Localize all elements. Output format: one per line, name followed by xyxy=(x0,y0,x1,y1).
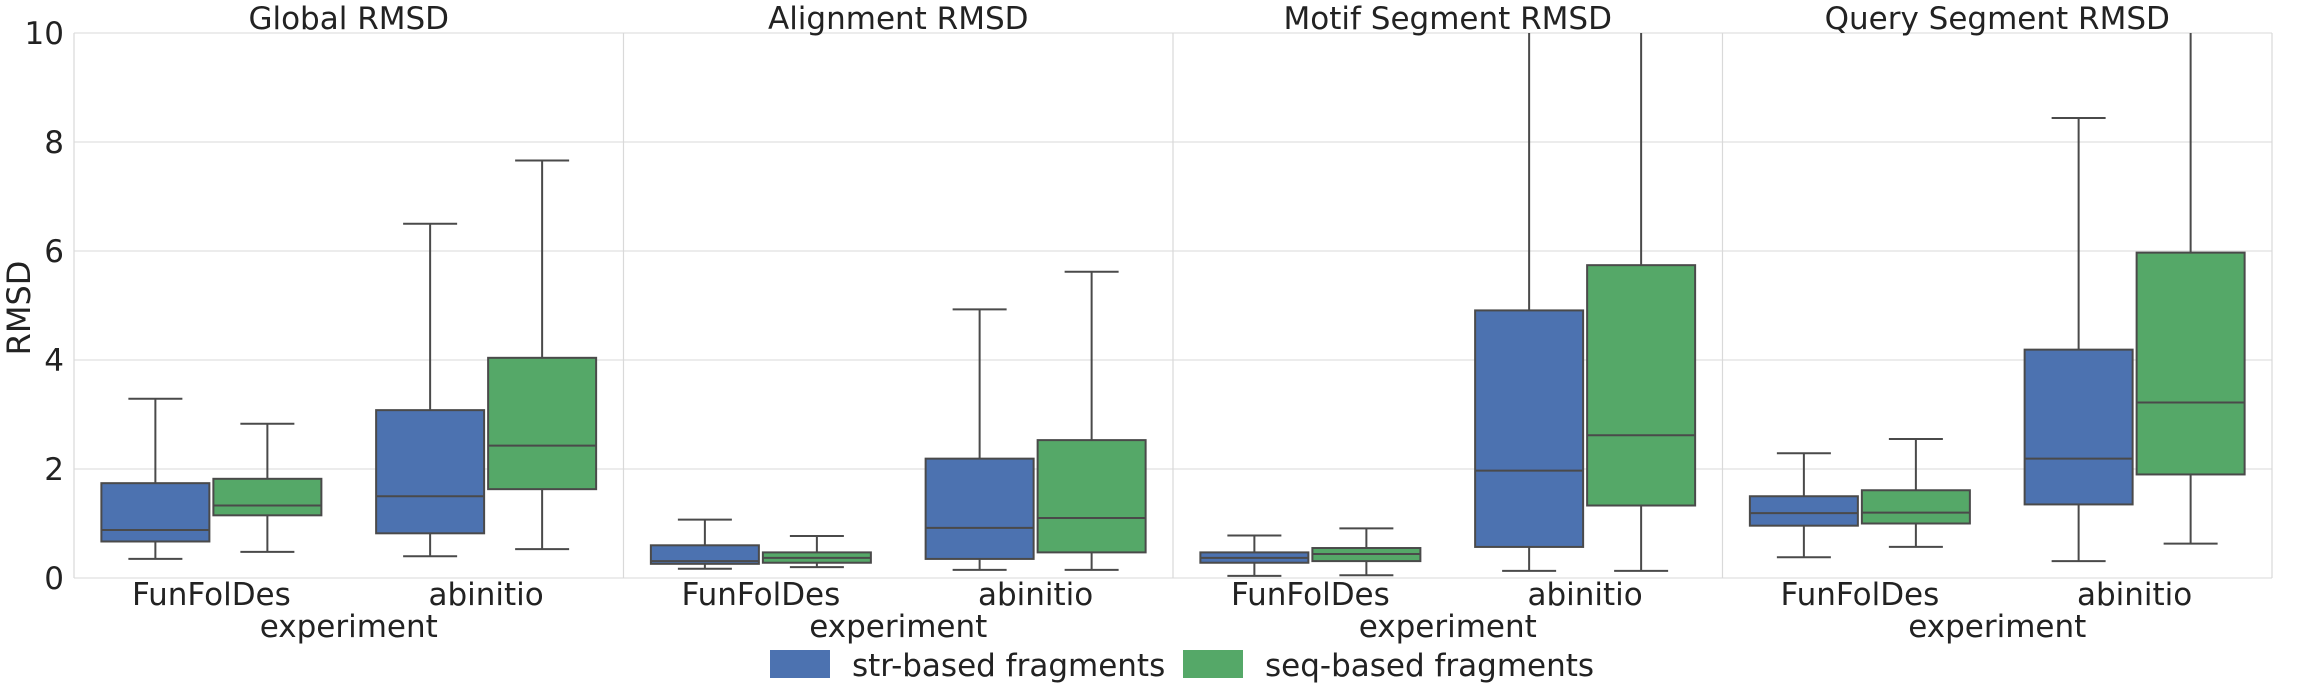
panel-title: Global RMSD xyxy=(248,1,449,37)
y-tick-label: 10 xyxy=(25,16,64,52)
panel-3: Motif Segment RMSD FunFolDes abinitioexper… xyxy=(1199,1,1697,645)
box-abinitio-series-1 xyxy=(1474,309,1585,548)
y-tick-label: 2 xyxy=(44,452,64,488)
y-tick-label: 4 xyxy=(44,343,64,379)
x-tick-label: abinitio xyxy=(428,577,543,613)
box-funfoldes-series-2 xyxy=(1860,489,1971,525)
box-abinitio-series-1 xyxy=(924,457,1035,560)
box-abinitio-series-1 xyxy=(2023,348,2134,506)
x-tick-label: FunFolDes xyxy=(132,577,291,613)
box-abinitio-series-2 xyxy=(487,356,598,491)
box-funfoldes-series-1 xyxy=(1748,495,1859,527)
box-funfoldes-series-2 xyxy=(212,477,323,517)
x-tick-label: FunFolDes xyxy=(1231,577,1390,613)
box-abinitio-series-1 xyxy=(375,409,486,535)
legend-label: seq-based fragments xyxy=(1265,648,1594,683)
panel-title: Alignment RMSD xyxy=(768,1,1029,37)
x-tick-label: FunFolDes xyxy=(681,577,840,613)
box-abinitio-series-2 xyxy=(2135,251,2246,476)
x-axis-label: experiment xyxy=(809,609,987,645)
box-funfoldes-series-1 xyxy=(649,544,760,565)
panel-4: Query Segment RMSD FunFolDes abinitioexper… xyxy=(1748,1,2246,645)
y-axis-label: RMSD xyxy=(0,261,38,356)
box-abinitio-series-2 xyxy=(1586,264,1697,507)
panel-title: Motif Segment RMSD xyxy=(1284,1,1612,37)
y-tick-label: 6 xyxy=(44,234,64,270)
legend-swatch xyxy=(770,650,830,678)
y-tick-label: 8 xyxy=(44,125,64,161)
x-axis-label: experiment xyxy=(260,609,438,645)
y-tick-label: 0 xyxy=(44,561,64,597)
x-tick-label: FunFolDes xyxy=(1780,577,1939,613)
x-tick-label: abinitio xyxy=(1527,577,1642,613)
x-axis-label: experiment xyxy=(1908,609,2086,645)
panel-title: Query Segment RMSD xyxy=(1825,1,2170,37)
panel-2: Alignment RMSD FunFolDes abinitioexperimen… xyxy=(649,1,1147,645)
box-funfoldes-series-1 xyxy=(100,482,211,543)
box-abinitio-series-2 xyxy=(1036,439,1147,554)
x-tick-label: abinitio xyxy=(2077,577,2192,613)
legend-swatch xyxy=(1183,650,1243,678)
x-tick-label: abinitio xyxy=(978,577,1093,613)
x-axis-label: experiment xyxy=(1359,609,1537,645)
legend: str-based fragments seq-based fragments xyxy=(770,648,1594,684)
legend-label: str-based fragments xyxy=(852,648,1165,683)
